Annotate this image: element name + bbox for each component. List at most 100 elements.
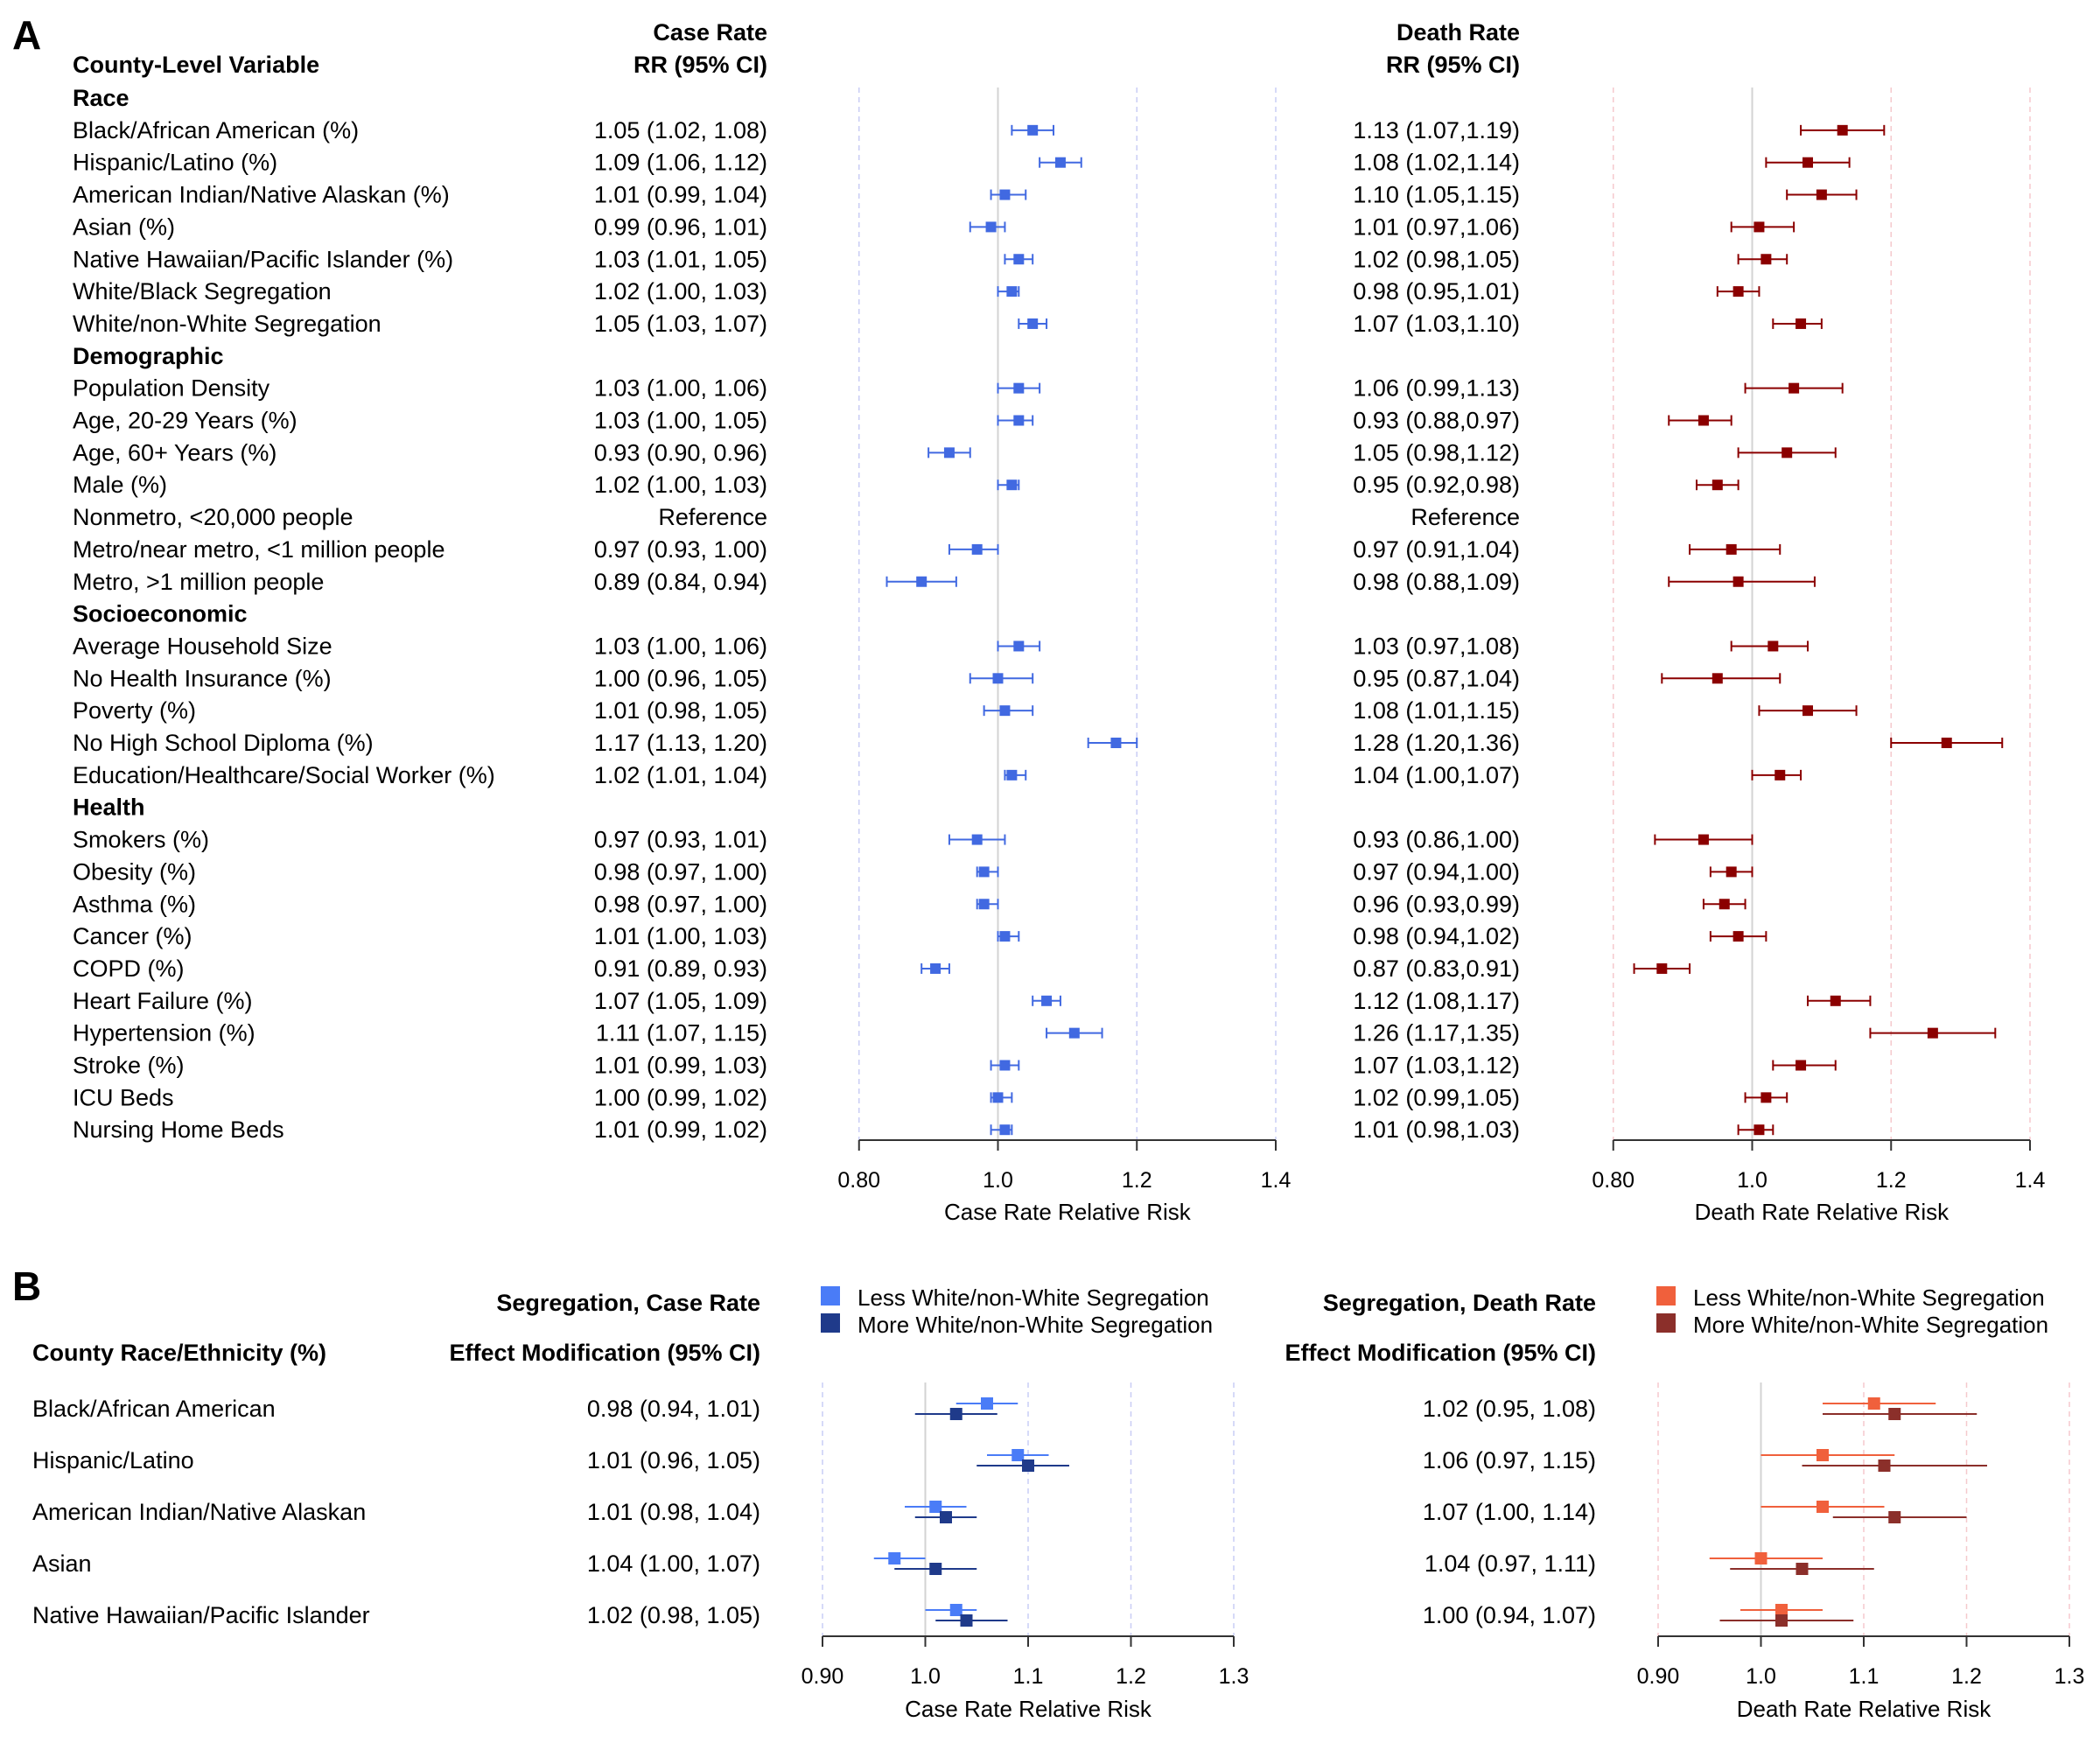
death-effect-value: 1.00 (0.94, 1.07) <box>1423 1602 1596 1628</box>
point-estimate <box>1830 995 1841 1006</box>
panel-b-letter: B <box>12 1264 41 1309</box>
row-label: Age, 20-29 Years (%) <box>73 408 298 434</box>
row-label: Heart Failure (%) <box>73 988 253 1014</box>
case-rr-value: 1.17 (1.13, 1.20) <box>594 730 767 756</box>
point-estimate <box>1027 318 1039 329</box>
panel-a-death-title: Death Rate <box>1396 19 1520 46</box>
row-label: Nursing Home Beds <box>73 1116 284 1143</box>
x-tick-label: 1.2 <box>1951 1664 1982 1689</box>
panel-b-case-subtitle: Effect Modification (95% CI) <box>449 1340 760 1366</box>
case-rr-value: 1.05 (1.02, 1.08) <box>594 117 767 144</box>
death-rr-value: 0.95 (0.87,1.04) <box>1353 665 1520 691</box>
panel-a-variable-header: County-Level Variable <box>73 52 319 78</box>
x-tick-label: 1.3 <box>1219 1664 1250 1689</box>
point-estimate-more <box>940 1511 952 1523</box>
death-rr-value: 0.93 (0.88,0.97) <box>1353 408 1520 434</box>
case-rr-value: 1.00 (0.96, 1.05) <box>594 665 767 691</box>
case-effect-value: 1.04 (1.00, 1.07) <box>587 1550 760 1577</box>
point-estimate <box>999 1124 1011 1136</box>
case-rr-value: 1.01 (0.99, 1.02) <box>594 1116 767 1143</box>
case-rr-value: 1.03 (1.00, 1.05) <box>594 408 767 434</box>
point-estimate <box>1013 254 1025 265</box>
point-estimate <box>1726 543 1737 555</box>
death-effect-value: 1.04 (0.97, 1.11) <box>1424 1550 1596 1577</box>
point-estimate-more <box>949 1408 962 1420</box>
row-label: Hispanic/Latino (%) <box>73 150 277 176</box>
panel-a-death-subtitle: RR (95% CI) <box>1386 52 1520 78</box>
row-label: COPD (%) <box>73 956 185 982</box>
death-rr-value: 0.87 (0.83,0.91) <box>1353 956 1520 982</box>
row-label: Average Household Size <box>73 633 332 659</box>
case-rr-value: 0.98 (0.97, 1.00) <box>594 858 767 885</box>
row-label: Poverty (%) <box>73 697 196 724</box>
group-heading: Race <box>73 85 130 111</box>
death-rr-value: 1.13 (1.07,1.19) <box>1353 117 1520 144</box>
legend-swatch-death-more <box>1656 1313 1676 1333</box>
case-rr-value: 0.99 (0.96, 1.01) <box>594 214 767 240</box>
point-estimate-less <box>1867 1397 1880 1410</box>
case-rr-value: 0.97 (0.93, 1.00) <box>594 536 767 563</box>
x-tick-label: 1.0 <box>983 1168 1013 1193</box>
death-rr-value: 1.04 (1.00,1.07) <box>1353 762 1520 788</box>
x-tick-label: 1.1 <box>1013 1664 1044 1689</box>
point-estimate-more <box>1878 1460 1891 1472</box>
point-estimate <box>1796 1060 1807 1071</box>
panel-b-case-title: Segregation, Case Rate <box>496 1290 760 1316</box>
point-estimate <box>985 221 997 233</box>
row-label: Native Hawaiian/Pacific Islander <box>32 1602 370 1628</box>
case-rr-value: 1.02 (1.01, 1.04) <box>594 762 767 788</box>
point-estimate <box>930 962 942 974</box>
death-rr-value: 1.07 (1.03,1.10) <box>1353 311 1520 337</box>
death-rr-value: 0.97 (0.94,1.00) <box>1353 858 1520 885</box>
panel-a-case-subtitle: RR (95% CI) <box>634 52 767 78</box>
point-estimate <box>999 189 1011 200</box>
point-estimate <box>1927 1027 1938 1039</box>
point-estimate <box>1712 480 1723 491</box>
row-label: No High School Diploma (%) <box>73 730 374 756</box>
x-axis-label: Death Rate Relative Risk <box>1695 1199 1950 1225</box>
death-rr-value: 1.08 (1.02,1.14) <box>1353 150 1520 176</box>
row-label: Black/African American <box>32 1396 276 1422</box>
point-estimate-more <box>1022 1460 1034 1472</box>
legend-swatch-case-more <box>821 1313 840 1333</box>
row-label: Male (%) <box>73 472 167 498</box>
death-effect-value: 1.06 (0.97, 1.15) <box>1423 1447 1596 1474</box>
case-rr-value: 1.07 (1.05, 1.09) <box>594 988 767 1014</box>
panel-b-case-legend: Less White/non-White Segregation More Wh… <box>821 1284 1213 1338</box>
point-estimate <box>1027 124 1039 136</box>
point-estimate <box>1726 866 1737 878</box>
point-estimate-less <box>1816 1501 1829 1513</box>
death-rr-value: 1.06 (0.99,1.13) <box>1353 375 1520 402</box>
row-label: Metro, >1 million people <box>73 569 324 595</box>
case-effect-value: 0.98 (0.94, 1.01) <box>587 1396 760 1422</box>
point-estimate-more <box>929 1563 942 1575</box>
death-rr-value: 1.03 (0.97,1.08) <box>1353 633 1520 659</box>
case-rr-value: 1.01 (1.00, 1.03) <box>594 923 767 949</box>
x-tick-label: 1.2 <box>1876 1168 1907 1193</box>
death-rr-value: 1.07 (1.03,1.12) <box>1353 1053 1520 1079</box>
row-label: White/Black Segregation <box>73 278 332 304</box>
death-rr-value: 0.93 (0.86,1.00) <box>1353 827 1520 853</box>
case-rr-value: 1.00 (0.99, 1.02) <box>594 1084 767 1110</box>
row-label: Asian (%) <box>73 214 175 240</box>
point-estimate <box>1013 382 1025 394</box>
row-label: Obesity (%) <box>73 858 196 885</box>
panel-b-death-title: Segregation, Death Rate <box>1323 1290 1596 1316</box>
x-tick-label: 1.1 <box>1849 1664 1880 1689</box>
point-estimate <box>999 931 1011 942</box>
point-estimate <box>943 447 955 458</box>
point-estimate <box>1802 157 1813 168</box>
case-effect-value: 1.01 (0.98, 1.04) <box>587 1499 760 1525</box>
x-axis-label: Death Rate Relative Risk <box>1737 1696 1992 1722</box>
group-heading: Health <box>73 794 145 821</box>
point-estimate <box>1041 995 1053 1006</box>
case-rr-value: 1.03 (1.01, 1.05) <box>594 246 767 272</box>
group-heading: Demographic <box>73 343 224 369</box>
case-rr-value: 1.02 (1.00, 1.03) <box>594 278 767 304</box>
point-estimate <box>1760 254 1772 265</box>
point-estimate <box>1013 640 1025 652</box>
point-estimate <box>1774 769 1786 780</box>
point-estimate <box>1732 576 1744 587</box>
row-label: No Health Insurance (%) <box>73 665 332 691</box>
